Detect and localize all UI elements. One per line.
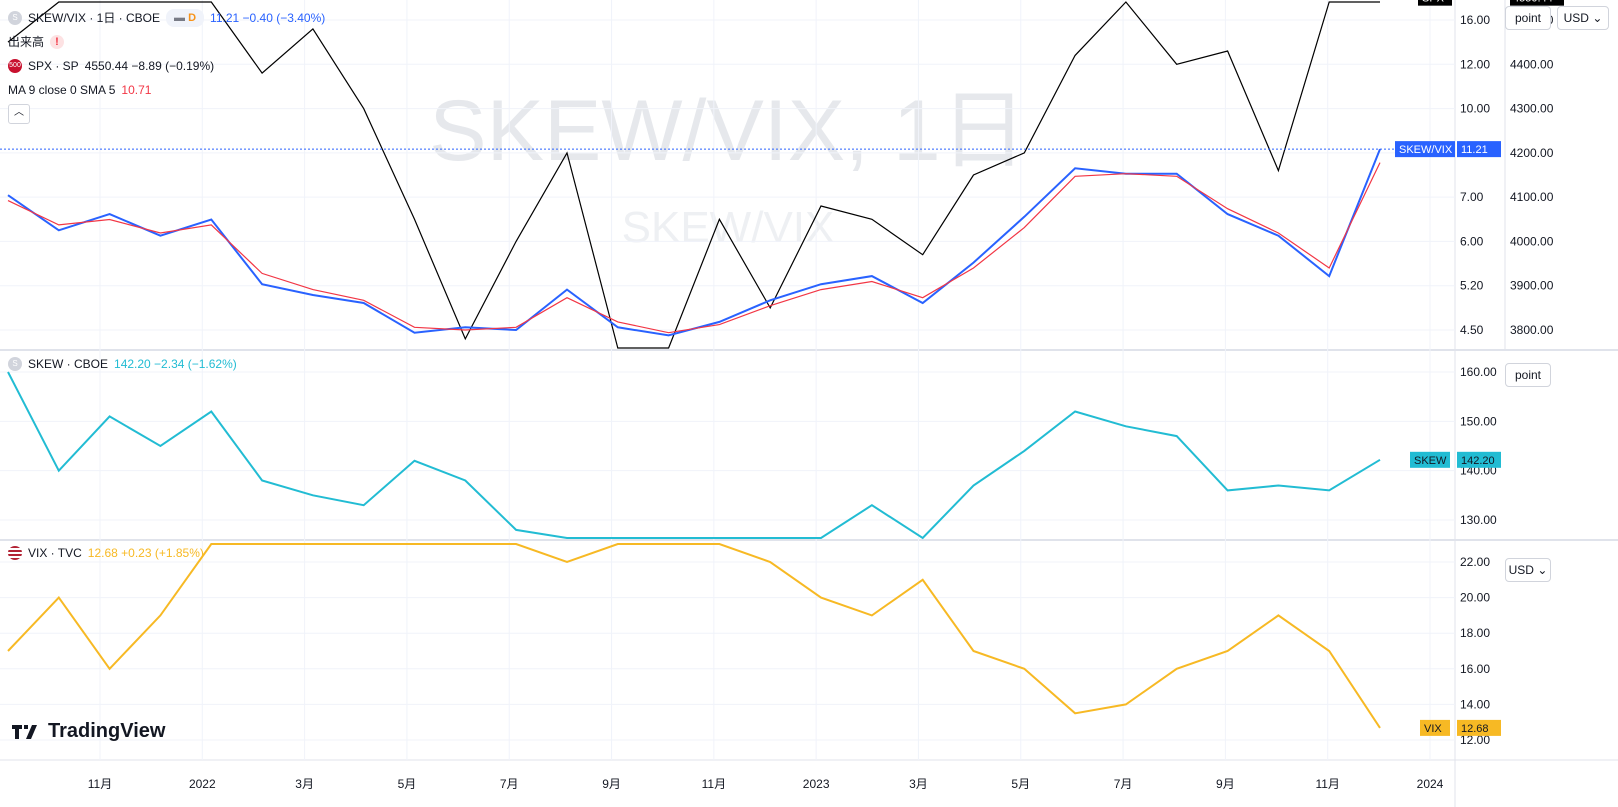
vix-tick-label: 12.00 xyxy=(1460,733,1490,747)
skew-last-value-bg xyxy=(1457,451,1501,468)
x-tick-label: 5月 xyxy=(398,777,417,791)
spx-last-label-bg xyxy=(1418,0,1452,6)
skew-tick-label: 150.00 xyxy=(1460,414,1497,428)
skew-last-label: SKEW xyxy=(1414,455,1447,467)
skew-last-label-bg xyxy=(1410,451,1450,468)
left-tick-label: 5.20 xyxy=(1460,279,1484,293)
skew-legend: S SKEW · CBOE 142.20 −2.34 (−1.62%) xyxy=(8,352,237,376)
vix-tick-label: 20.00 xyxy=(1460,591,1490,605)
spx-badge-icon: 500 xyxy=(8,59,22,73)
tradingview-logo-icon xyxy=(12,724,37,739)
skew-logo-icon: S xyxy=(8,357,22,371)
vix-tick-label: 14.00 xyxy=(1460,697,1490,711)
x-tick-label: 7月 xyxy=(500,777,519,791)
vix-legend: VIX · TVC 12.68 +0.23 (+1.85%) xyxy=(8,541,204,565)
x-tick-label: 11月 xyxy=(702,777,726,791)
currency-usd-button[interactable]: USD ⌄ xyxy=(1557,6,1609,30)
left-tick-label: 16.00 xyxy=(1460,13,1490,27)
us-flag-icon xyxy=(8,546,22,560)
main-values: 11.21 −0.40 (−3.40%) xyxy=(210,11,326,25)
spx-values: 4550.44 −8.89 (−0.19%) xyxy=(84,59,215,73)
vix-last-value-bg xyxy=(1457,719,1501,736)
symbol-logo-icon: S xyxy=(8,11,22,25)
x-tick-label: 3月 xyxy=(909,777,928,791)
vix-last-value: 12.68 xyxy=(1461,723,1489,735)
x-tick-label: 9月 xyxy=(1216,777,1235,791)
x-tick-label: 2022 xyxy=(189,777,216,791)
skew-tick-label: 130.00 xyxy=(1460,513,1497,527)
x-tick-label: 11月 xyxy=(88,777,112,791)
main-symbol-label[interactable]: SKEW/VIX · 1日 · CBOE xyxy=(28,11,161,25)
spx-label[interactable]: SPX · SP xyxy=(28,59,79,73)
vix-last-label: VIX xyxy=(1424,723,1442,735)
x-tick-label: 3月 xyxy=(295,777,314,791)
right-tick-label: 4200.00 xyxy=(1510,146,1554,160)
skewvix-last-value-bg xyxy=(1457,141,1501,158)
interval-pill[interactable]: ▬ D xyxy=(166,9,205,27)
skew-tick-label: 160.00 xyxy=(1460,365,1497,379)
vix-tick-label: 18.00 xyxy=(1460,626,1490,640)
tradingview-logo[interactable]: TradingView xyxy=(12,720,165,743)
ma-line xyxy=(7,162,1381,334)
x-tick-label: 2023 xyxy=(803,777,830,791)
x-tick-label: 7月 xyxy=(1114,777,1133,791)
spx-line xyxy=(7,1,1380,349)
left-tick-label: 6.00 xyxy=(1460,234,1484,248)
scale-point-button[interactable]: point xyxy=(1505,6,1551,30)
ma-label[interactable]: MA 9 close 0 SMA 5 xyxy=(8,83,116,97)
x-tick-label: 5月 xyxy=(1011,777,1030,791)
right-tick-label: 4300.00 xyxy=(1510,102,1554,116)
skewvix-last-value: 11.21 xyxy=(1461,144,1488,156)
interval-badge: D xyxy=(188,12,197,24)
left-tick-label: 12.00 xyxy=(1460,57,1490,71)
collapse-legend-icon[interactable]: ︿ xyxy=(8,104,30,124)
x-tick-label: 11月 xyxy=(1315,777,1339,791)
currency-usd-label: USD xyxy=(1563,11,1589,25)
left-tick-label: 7.00 xyxy=(1460,190,1484,204)
chevron-down-icon: ⌄ xyxy=(1537,563,1548,577)
vix-currency-usd-button[interactable]: USD ⌄ xyxy=(1505,558,1551,582)
warning-icon[interactable]: ! xyxy=(50,35,65,49)
tradingview-logo-text: TradingView xyxy=(48,720,166,742)
ma-value: 10.71 xyxy=(121,83,152,97)
right-tick-label: 3800.00 xyxy=(1510,323,1554,337)
vix-values: 12.68 +0.23 (+1.85%) xyxy=(87,546,204,560)
vix-tick-label: 16.00 xyxy=(1460,662,1490,676)
x-tick-label: 2024 xyxy=(1417,777,1444,791)
vix-currency-label: USD xyxy=(1508,563,1534,577)
vix-line xyxy=(7,543,1381,729)
skew-scale-point-button[interactable]: point xyxy=(1505,363,1551,387)
spx-last-label: SPX xyxy=(1422,0,1445,5)
right-tick-label: 4000.00 xyxy=(1510,234,1554,248)
x-tick-label: 9月 xyxy=(602,777,621,791)
right-tick-label: 4400.00 xyxy=(1510,57,1554,71)
skewvix-last-label: SKEW/VIX xyxy=(1399,144,1453,156)
spx-last-value: 4550.44 xyxy=(1513,0,1553,5)
chevron-down-icon: ⌄ xyxy=(1592,11,1603,25)
vix-label[interactable]: VIX · TVC xyxy=(28,546,82,560)
skew-last-value: 142.20 xyxy=(1461,455,1495,467)
skew-values: 142.20 −2.34 (−1.62%) xyxy=(114,357,237,371)
volume-label[interactable]: 出来高 xyxy=(8,35,45,49)
vix-last-label-bg xyxy=(1420,719,1450,736)
skewvix-last-label-bg xyxy=(1395,141,1455,158)
watermark-title: SKEW/VIX, 1日 xyxy=(429,83,1026,179)
left-tick-label: 4.50 xyxy=(1460,323,1484,337)
right-tick-label: 4100.00 xyxy=(1510,190,1554,204)
watermark-subtitle: SKEW/VIX xyxy=(622,203,835,252)
spx-last-value-bg xyxy=(1510,0,1564,6)
right-tick-label: 3900.00 xyxy=(1510,279,1554,293)
vix-tick-label: 22.00 xyxy=(1460,555,1490,569)
left-tick-label: 10.00 xyxy=(1460,102,1490,116)
skew-line xyxy=(7,371,1381,540)
main-legend: S SKEW/VIX · 1日 · CBOE ▬ D 11.21 −0.40 (… xyxy=(8,6,325,126)
skew-label[interactable]: SKEW · CBOE xyxy=(28,357,109,371)
